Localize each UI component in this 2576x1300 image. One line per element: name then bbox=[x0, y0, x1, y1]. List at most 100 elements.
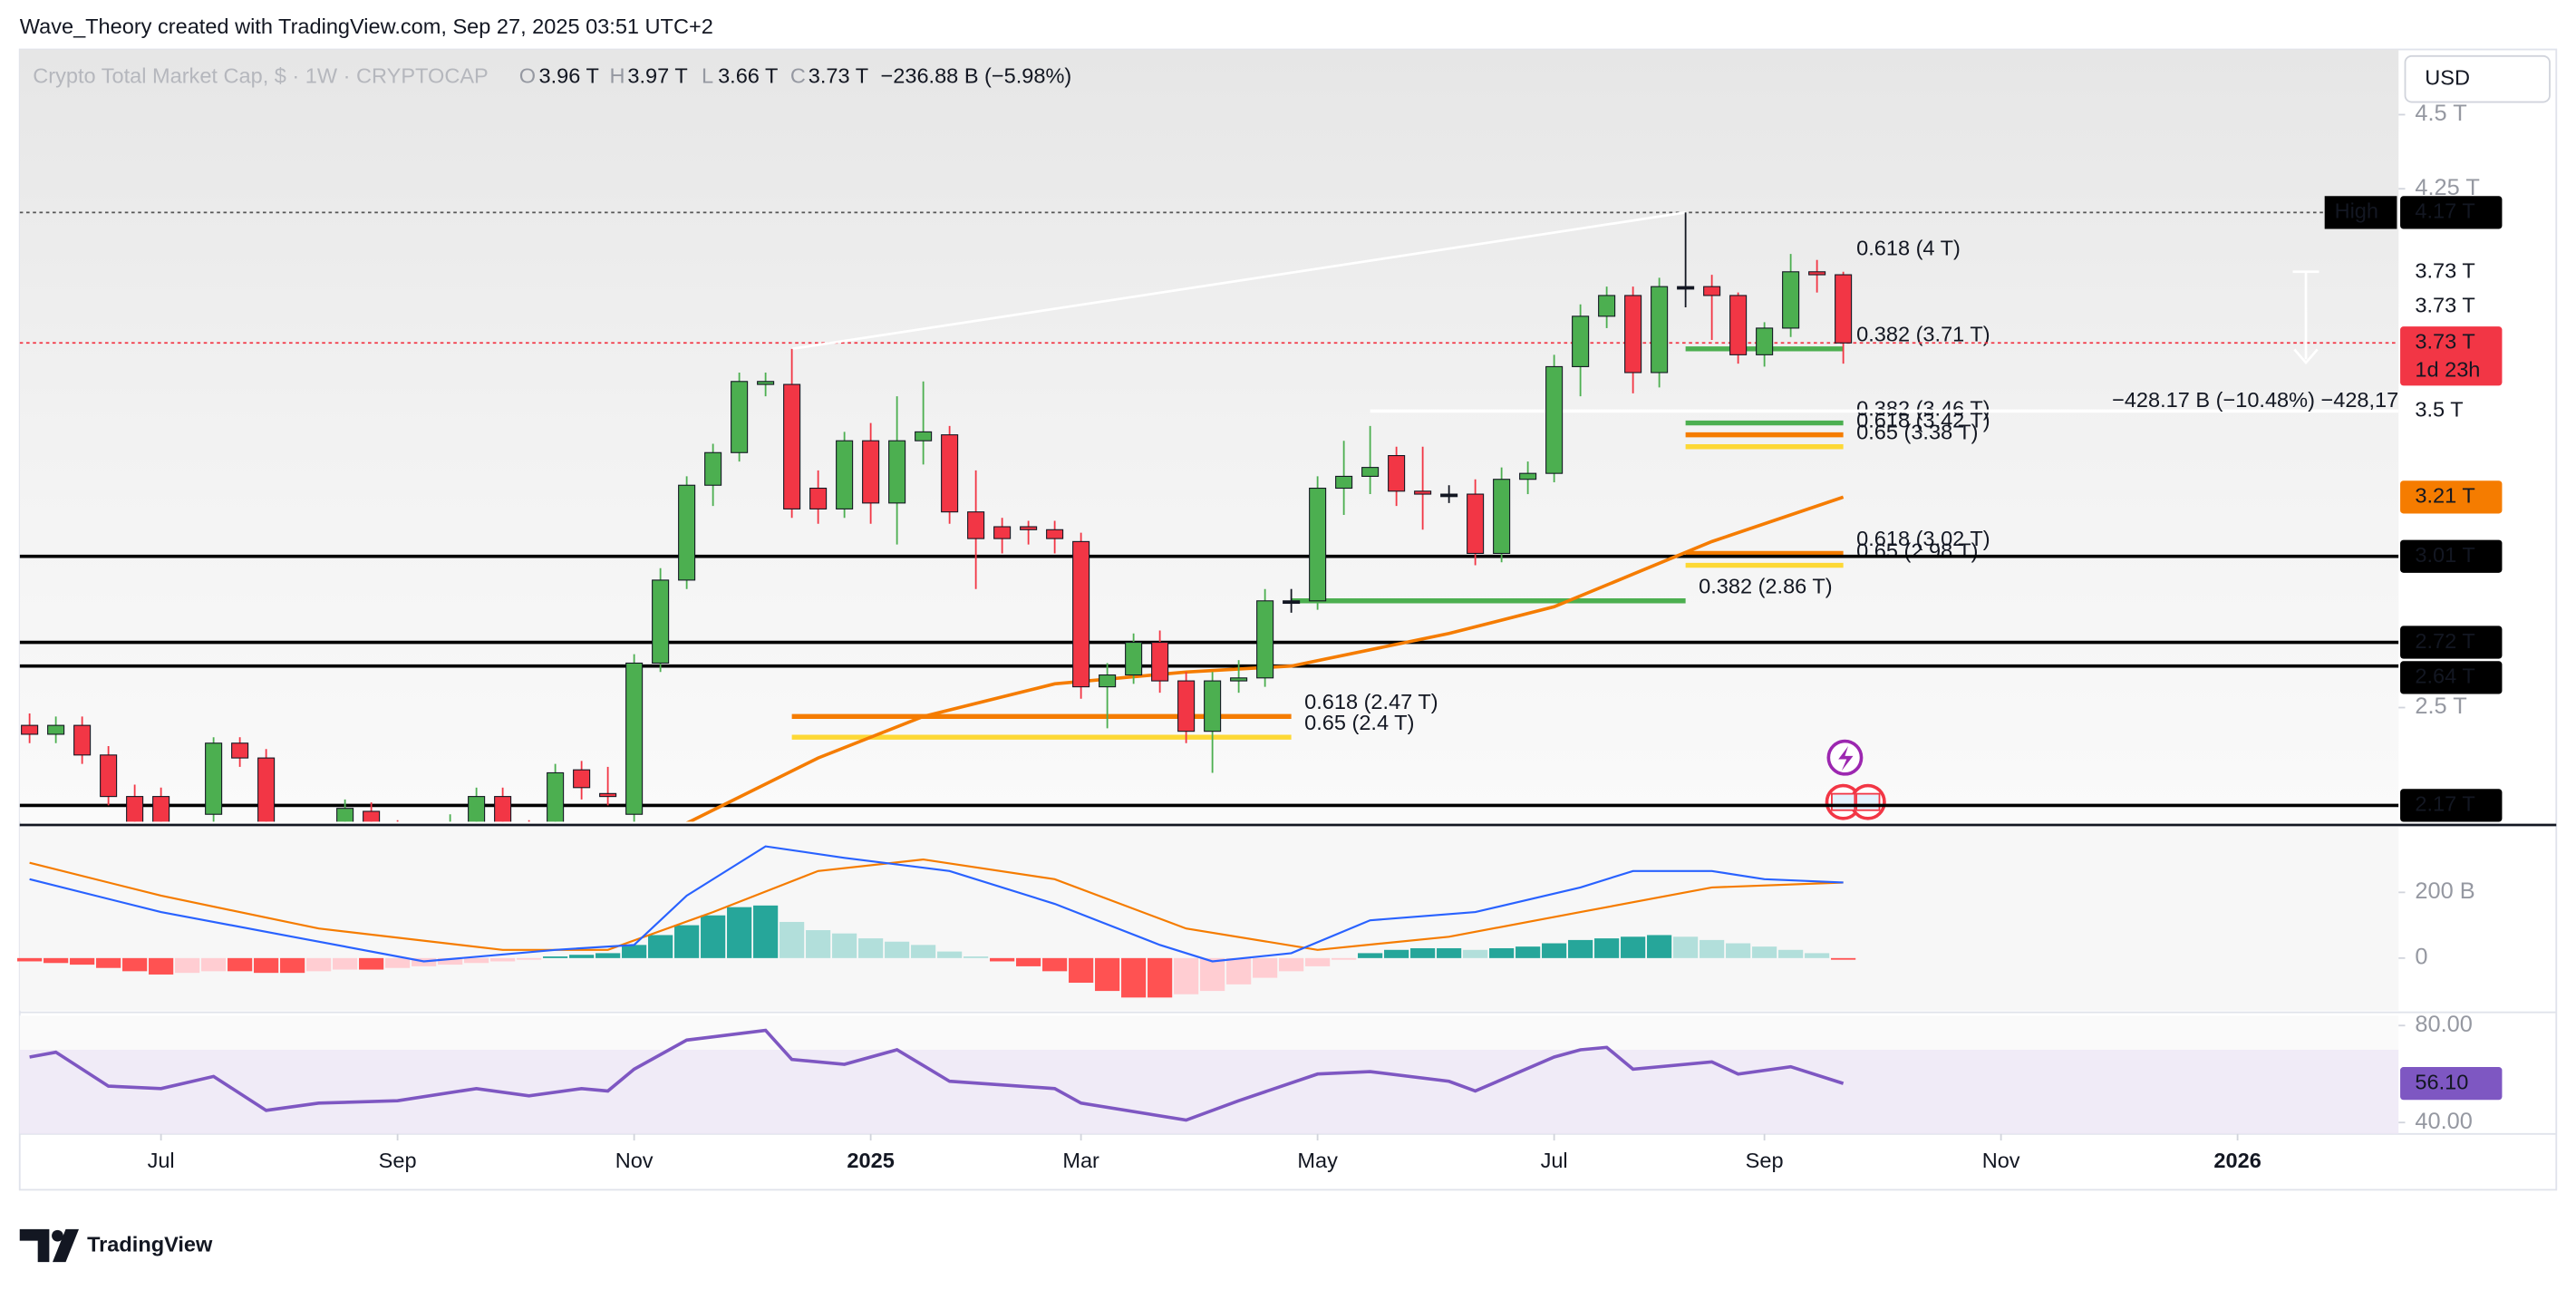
candle-body bbox=[915, 431, 933, 441]
macd-histogram-bar bbox=[385, 957, 411, 968]
candle-body bbox=[1572, 315, 1590, 367]
candle-body bbox=[21, 724, 39, 735]
macd-histogram-bar bbox=[122, 957, 148, 972]
macd-histogram-bar bbox=[674, 925, 700, 958]
x-tick-label: Nov bbox=[1982, 1149, 2020, 1172]
x-tick-label: Mar bbox=[1062, 1149, 1099, 1172]
candle-body bbox=[809, 487, 828, 509]
macd-histogram-bar bbox=[464, 957, 489, 964]
legend-value: 3.73 T bbox=[809, 64, 868, 88]
macd-histogram-bar bbox=[1042, 957, 1068, 972]
macd-histogram-bar bbox=[753, 905, 779, 958]
candle-body bbox=[1677, 286, 1695, 290]
fib-label: 0.382 (3.46 T) bbox=[1856, 396, 1990, 420]
macd-tick-label: 0 bbox=[2415, 945, 2427, 970]
macd-histogram-bar bbox=[1384, 949, 1409, 958]
candle-body bbox=[625, 662, 644, 815]
macd-histogram-bar bbox=[1095, 957, 1120, 992]
fib-label: 0.65 (3.38 T) bbox=[1856, 420, 1978, 443]
candle-body bbox=[783, 383, 801, 509]
macd-histogram-bar bbox=[622, 945, 647, 958]
candle-body bbox=[1230, 677, 1248, 682]
macd-histogram-bar bbox=[438, 957, 463, 965]
candle-body bbox=[1046, 529, 1064, 539]
macd-histogram-bar bbox=[1148, 957, 1173, 998]
fib-label: 0.618 (4 T) bbox=[1856, 237, 1961, 260]
measure-label: −428.17 B (−10.48%) −428,17 bbox=[2112, 388, 2398, 412]
x-tick-label: Nov bbox=[615, 1149, 654, 1172]
fib-label: 0.65 (2.4 T) bbox=[1304, 711, 1414, 734]
macd-histogram-bar bbox=[201, 957, 227, 972]
logo-glyph bbox=[53, 1228, 79, 1263]
macd-histogram-bar bbox=[1279, 957, 1304, 972]
candle-body bbox=[257, 757, 276, 822]
candle-body bbox=[1835, 274, 1853, 344]
candle-body bbox=[1072, 540, 1090, 688]
macd-histogram-bar bbox=[1726, 943, 1751, 958]
macd-histogram-bar bbox=[149, 957, 174, 975]
brand-name: TradingView bbox=[87, 1232, 213, 1256]
candle-body bbox=[993, 526, 1012, 539]
candle-body bbox=[100, 754, 118, 798]
price-badge-label: 3.5 T bbox=[2415, 398, 2463, 422]
macd-histogram-bar bbox=[490, 957, 516, 962]
high-tag bbox=[2324, 196, 2397, 229]
candle-body bbox=[836, 440, 854, 509]
candle-body bbox=[1361, 467, 1380, 477]
macd-histogram-bar bbox=[1673, 936, 1699, 958]
candle-body bbox=[678, 484, 696, 581]
ema-line bbox=[685, 495, 1845, 822]
macd-histogram-bar bbox=[96, 957, 121, 968]
brand-logo: TradingView bbox=[19, 1228, 213, 1263]
currency-label[interactable]: USD bbox=[2425, 65, 2470, 89]
macd-histogram-bar bbox=[1253, 957, 1278, 978]
macd-histogram-bar bbox=[1568, 939, 1593, 958]
legend-value: 3.66 T bbox=[718, 64, 778, 88]
currency-button[interactable] bbox=[2404, 54, 2551, 103]
rsi-tick-label: 40.00 bbox=[2415, 1109, 2472, 1134]
rsi-badge bbox=[2400, 1067, 2503, 1101]
macd-histogram-bar bbox=[858, 938, 884, 958]
candle-body bbox=[652, 579, 670, 664]
x-tick-label: Sep bbox=[379, 1149, 417, 1172]
candle-body bbox=[1598, 295, 1616, 317]
fib-label: 0.382 (2.86 T) bbox=[1699, 574, 1832, 597]
macd-histogram-bar bbox=[44, 957, 69, 964]
x-tick-label: 2025 bbox=[847, 1149, 894, 1172]
macd-histogram-bar bbox=[990, 957, 1015, 962]
candle-body bbox=[336, 808, 354, 822]
macd-histogram-bar bbox=[306, 957, 332, 972]
candle-body bbox=[126, 796, 144, 822]
macd-histogram-bar bbox=[596, 953, 621, 958]
candle-body bbox=[494, 796, 512, 822]
legend-key: C bbox=[790, 64, 806, 88]
candle-body bbox=[1545, 365, 1564, 474]
macd-signal-line bbox=[29, 858, 1844, 951]
price-badge-label: 2.17 T bbox=[2415, 792, 2474, 816]
macd-histogram-bar bbox=[359, 957, 384, 970]
candle-body bbox=[468, 796, 486, 822]
candle-body bbox=[1519, 472, 1537, 480]
macd-histogram-bar bbox=[1463, 949, 1488, 958]
candle-body bbox=[941, 434, 959, 513]
candle-body bbox=[967, 511, 985, 539]
macd-histogram-bar bbox=[1174, 957, 1199, 994]
rsi-line bbox=[29, 1028, 1845, 1122]
price-badge-sub: 1d 23h bbox=[2415, 357, 2480, 381]
candle-body bbox=[888, 440, 906, 504]
macd-histogram-bar bbox=[1594, 938, 1620, 958]
credit: Wave_Theory created with TradingView.com… bbox=[20, 15, 713, 38]
flag-glyph bbox=[1831, 792, 1856, 811]
candle-body bbox=[731, 381, 749, 453]
macd-line bbox=[29, 845, 1844, 963]
trendline bbox=[791, 211, 1686, 351]
price-badge-label: 3.73 T bbox=[2415, 329, 2474, 353]
macd-histogram-bar bbox=[569, 955, 595, 958]
candle-body bbox=[1151, 642, 1169, 682]
logo-glyph bbox=[52, 1229, 63, 1242]
price-badge bbox=[2400, 539, 2503, 573]
event-icons bbox=[1825, 739, 1886, 820]
macd-histogram-bar bbox=[1805, 953, 1830, 958]
